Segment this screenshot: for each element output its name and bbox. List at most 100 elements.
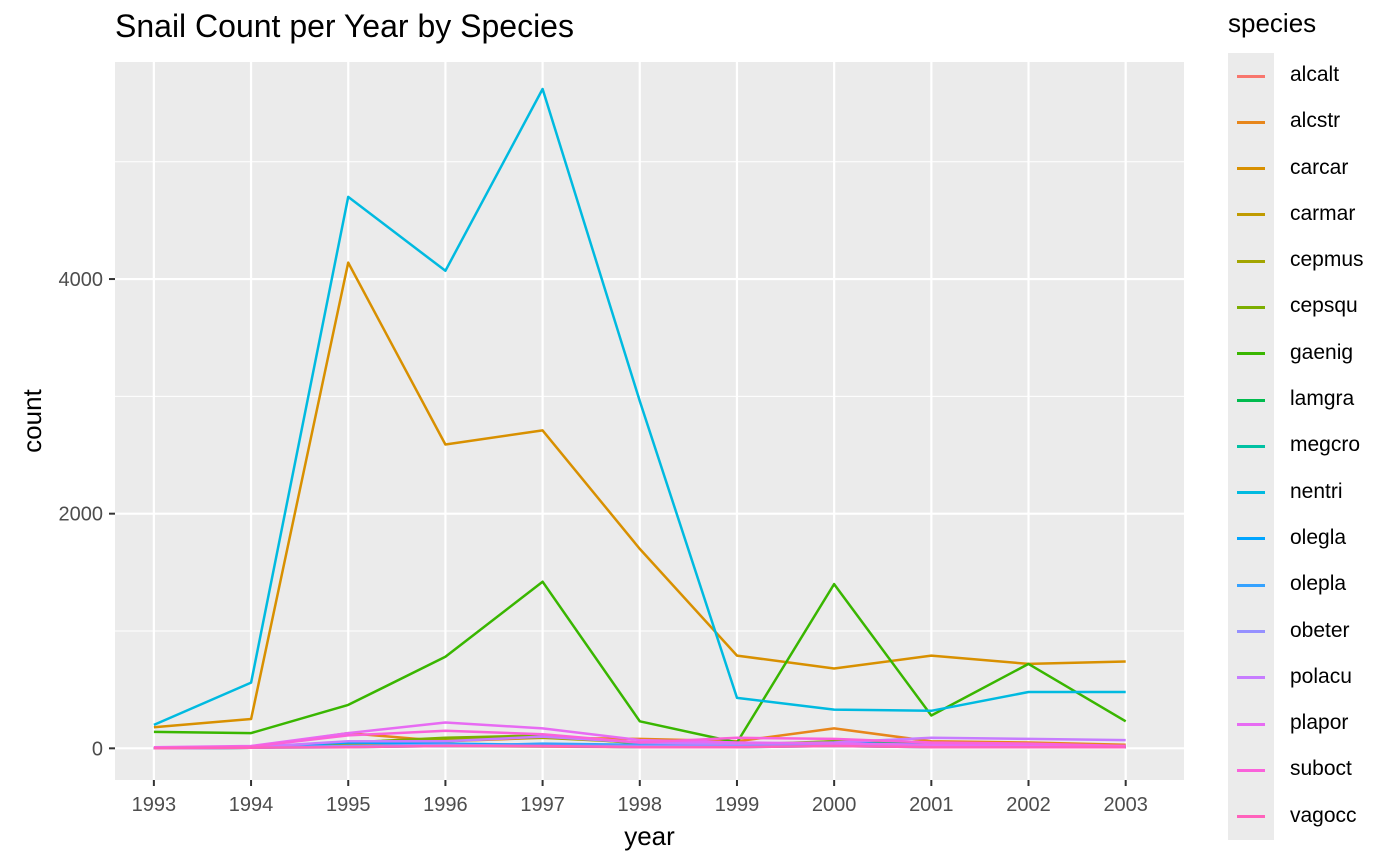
legend-item-obeter: obeter <box>1228 608 1350 655</box>
legend-key <box>1228 191 1274 238</box>
legend-label: suboct <box>1290 757 1352 781</box>
legend-swatch <box>1237 167 1265 171</box>
legend-label: plapor <box>1290 711 1349 735</box>
legend-key <box>1228 99 1274 146</box>
series-line-carcar <box>153 261 1126 729</box>
legend-item-nentri: nentri <box>1228 469 1343 516</box>
legend-label: cepmus <box>1290 248 1364 272</box>
y-tick-label: 4000 <box>59 269 104 291</box>
legend-item-suboct: suboct <box>1228 747 1352 794</box>
legend-swatch <box>1237 583 1265 587</box>
legend-swatch <box>1237 676 1265 680</box>
legend-title: species <box>1228 8 1317 38</box>
legend-label: obeter <box>1290 618 1350 642</box>
legend-key <box>1228 654 1274 701</box>
x-tick-label: 1995 <box>326 794 371 816</box>
legend-key <box>1228 238 1274 285</box>
legend-item-lamgra: lamgra <box>1228 377 1354 424</box>
legend-label: alcstr <box>1290 109 1341 133</box>
series-line-gaenig <box>153 580 1127 744</box>
series-line-vagocc <box>153 744 1126 750</box>
legend-swatch <box>1237 213 1265 217</box>
legend-label: carcar <box>1290 155 1349 179</box>
legend-swatch <box>1237 722 1265 726</box>
legend-item-cepmus: cepmus <box>1228 238 1364 285</box>
legend-swatch <box>1237 398 1265 402</box>
legend-item-gaenig: gaenig <box>1228 330 1353 377</box>
legend-label: vagocc <box>1290 803 1357 827</box>
legend-swatch <box>1237 74 1265 78</box>
plot-panel <box>115 62 1184 780</box>
chart-title: Snail Count per Year by Species <box>115 8 574 44</box>
legend-keys: alcalt alcstr carcar carmar cepmus cepsqu gaen… <box>1228 53 1364 841</box>
legend-key <box>1228 469 1274 516</box>
legend-swatch <box>1237 305 1265 309</box>
series-line-plapor <box>153 721 1126 749</box>
legend-key <box>1228 330 1274 377</box>
legend-item-vagocc: vagocc <box>1228 793 1357 840</box>
legend-swatch <box>1237 630 1265 634</box>
legend-label: polacu <box>1290 664 1352 688</box>
legend-label: cepsqu <box>1290 294 1358 318</box>
legend-key <box>1228 145 1274 192</box>
legend-key <box>1228 377 1274 424</box>
legend-item-plapor: plapor <box>1228 701 1348 748</box>
series-lines <box>153 87 1127 750</box>
legend-item-alcstr: alcstr <box>1228 99 1340 146</box>
legend-swatch <box>1237 352 1265 356</box>
y-tick-label: 0 <box>92 738 103 760</box>
legend-label: gaenig <box>1290 340 1354 364</box>
legend-key <box>1228 608 1274 655</box>
x-tick-label: 1994 <box>229 794 274 816</box>
legend-key <box>1228 747 1274 794</box>
legend-item-cepsqu: cepsqu <box>1228 284 1358 331</box>
legend-key <box>1228 423 1274 470</box>
y-axis-title: count <box>17 388 47 452</box>
legend-item-polacu: polacu <box>1228 654 1352 701</box>
legend-swatch <box>1237 768 1265 772</box>
legend-item-carcar: carcar <box>1228 145 1348 192</box>
legend-swatch <box>1237 815 1265 819</box>
y-axis-ticks: 0 2000 4000 <box>59 269 115 760</box>
x-tick-label: 1999 <box>715 794 760 816</box>
legend-label: olegla <box>1290 525 1347 549</box>
x-tick-label: 1993 <box>132 794 177 816</box>
legend-item-megcro: megcro <box>1228 423 1360 470</box>
legend-label: carmar <box>1290 201 1356 225</box>
legend-key <box>1228 284 1274 331</box>
x-tick-label: 1996 <box>423 794 468 816</box>
legend-label: nentri <box>1290 479 1343 503</box>
legend-label: megcro <box>1290 433 1361 457</box>
major-gridlines <box>115 62 1184 780</box>
x-tick-label: 1998 <box>618 794 663 816</box>
x-tick-label: 2002 <box>1006 794 1051 816</box>
series-line-suboct <box>153 729 1126 749</box>
series-line-nentri <box>153 87 1126 727</box>
legend-label: alcalt <box>1290 63 1340 86</box>
legend-label: olepla <box>1290 572 1347 596</box>
x-tick-label: 1997 <box>520 794 565 816</box>
y-tick-label: 2000 <box>59 504 104 526</box>
x-tick-label: 2000 <box>812 794 857 816</box>
legend-swatch <box>1237 537 1265 541</box>
legend-item-olegla: olegla <box>1228 515 1346 562</box>
legend-swatch <box>1237 444 1265 448</box>
legend-swatch <box>1237 259 1265 263</box>
x-axis-title: year <box>624 821 675 851</box>
legend-key <box>1228 53 1274 99</box>
x-tick-label: 2003 <box>1103 794 1148 816</box>
x-axis-ticks: 1993 1994 1995 1996 1997 1998 1999 2000 2001 2002… <box>132 780 1148 816</box>
legend: species alcalt alcstr carcar carmar cepmus ce… <box>1228 8 1364 841</box>
x-tick-label: 2001 <box>909 794 954 816</box>
legend-item-olepla: olepla <box>1228 562 1346 609</box>
legend-key <box>1228 701 1274 748</box>
minor-gridlines <box>115 161 1184 632</box>
legend-key <box>1228 793 1274 840</box>
legend-item-alcalt: alcalt <box>1228 53 1339 99</box>
legend-swatch <box>1237 120 1265 124</box>
legend-item-carmar: carmar <box>1228 191 1355 238</box>
legend-key <box>1228 515 1274 562</box>
legend-swatch <box>1237 491 1265 495</box>
legend-key <box>1228 562 1274 609</box>
